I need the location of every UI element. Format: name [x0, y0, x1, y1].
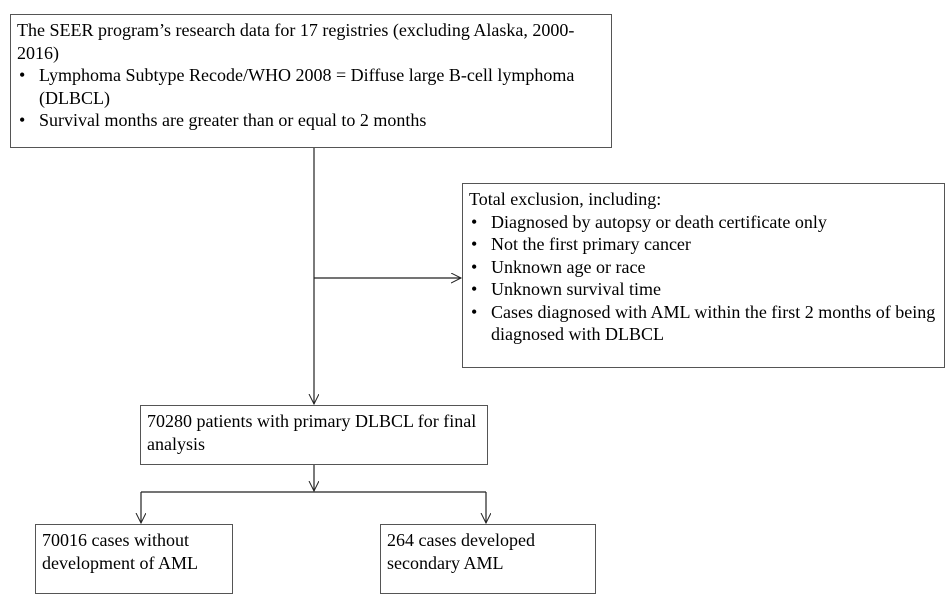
- exclusion: Not the first primary cancer: [469, 233, 938, 256]
- criteria-list: Lymphoma Subtype Recode/WHO 2008 = Diffu…: [17, 64, 605, 132]
- exclusion-box: Total exclusion, including: Diagnosed by…: [462, 183, 945, 368]
- exclusion: Diagnosed by autopsy or death certificat…: [469, 211, 938, 234]
- analysis-box: 70280 patients with primary DLBCL for fi…: [140, 405, 488, 465]
- outcome-box: 264 cases developed secondary AML: [380, 524, 596, 594]
- exclusion: Unknown age or race: [469, 256, 938, 279]
- box-title: 264 cases developed secondary AML: [387, 530, 535, 573]
- exclusion-list: Diagnosed by autopsy or death certificat…: [469, 211, 938, 346]
- outcome-box: 70016 cases without development of AML: [35, 524, 233, 594]
- exclusion: Cases diagnosed with AML within the firs…: [469, 301, 938, 346]
- criterion: Survival months are greater than or equa…: [17, 109, 605, 132]
- box-title: 70016 cases without development of AML: [42, 530, 198, 573]
- criterion: Lymphoma Subtype Recode/WHO 2008 = Diffu…: [17, 64, 605, 109]
- page: The SEER program’s research data for 17 …: [0, 0, 949, 577]
- box-title: 70280 patients with primary DLBCL for fi…: [147, 411, 477, 454]
- box-title: The SEER program’s research data for 17 …: [17, 20, 575, 63]
- source-box: The SEER program’s research data for 17 …: [10, 14, 612, 148]
- connectors: [0, 147, 949, 577]
- box-title: Total exclusion, including:: [469, 189, 662, 209]
- exclusion: Unknown survival time: [469, 278, 938, 301]
